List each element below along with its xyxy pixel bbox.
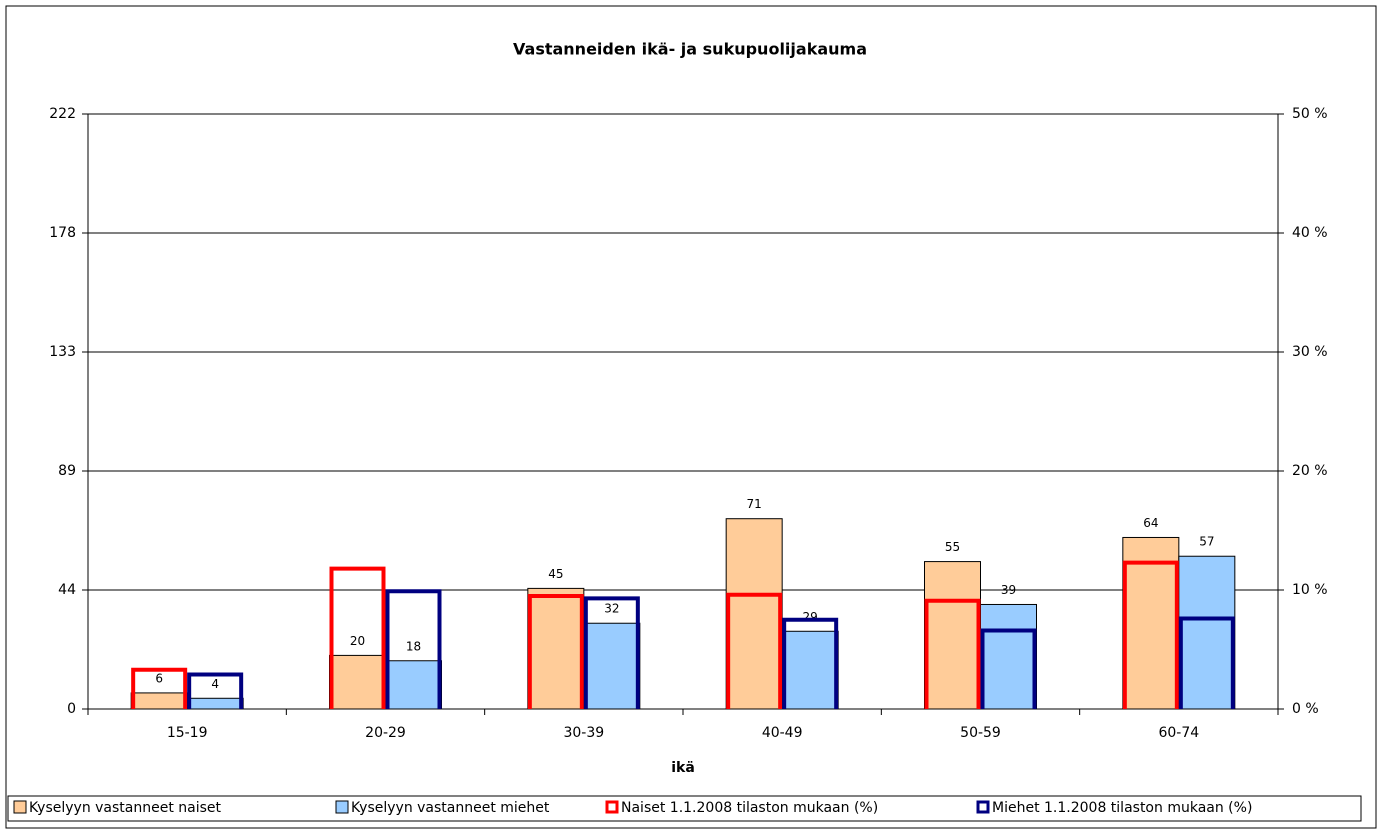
y-tick-label: 222 xyxy=(49,106,76,122)
bar xyxy=(583,622,641,710)
y-tick-label: 133 xyxy=(49,344,76,360)
data-label: 45 xyxy=(548,567,563,581)
outline-bar xyxy=(924,598,981,709)
outline-bar xyxy=(583,596,640,709)
bar xyxy=(329,654,386,710)
bar xyxy=(186,697,244,710)
legend-swatch xyxy=(605,800,619,814)
y2-tick-label: 10 % xyxy=(1292,582,1328,598)
legend-label: Naiset 1.1.2008 tilaston mukaan (%) xyxy=(621,800,878,816)
outline-bar xyxy=(1178,616,1235,709)
legend-label: Miehet 1.1.2008 tilaston mukaan (%) xyxy=(992,800,1252,816)
data-label: 4 xyxy=(211,677,219,691)
y2-tick-label: 50 % xyxy=(1292,106,1328,122)
x-tick-label: 50-59 xyxy=(960,725,1001,741)
data-label: 64 xyxy=(1143,516,1158,530)
x-tick-label: 15-19 xyxy=(167,725,208,741)
x-tick-label: 30-39 xyxy=(563,725,604,741)
outline-bar xyxy=(385,589,442,709)
outline-bar xyxy=(980,628,1037,709)
outline-bar xyxy=(726,592,783,709)
y2-tick-label: 30 % xyxy=(1292,344,1328,360)
bar xyxy=(725,518,783,710)
y-tick-label: 0 xyxy=(67,701,76,717)
y-tick-label: 89 xyxy=(58,463,76,479)
bar xyxy=(980,603,1037,710)
legend-box xyxy=(7,795,1362,822)
x-tick-label: 20-29 xyxy=(365,725,406,741)
y-tick-label: 44 xyxy=(58,582,76,598)
bar xyxy=(527,587,585,710)
bar xyxy=(781,630,839,710)
x-axis-label: ikä xyxy=(671,760,695,776)
bar xyxy=(924,561,981,710)
legend-label: Kyselyyn vastanneet naiset xyxy=(29,800,222,816)
outline-bar xyxy=(187,672,244,709)
outline-bar xyxy=(131,667,188,709)
data-label: 55 xyxy=(945,540,960,554)
y2-tick-label: 40 % xyxy=(1292,225,1328,241)
data-label: 32 xyxy=(604,602,619,616)
bar xyxy=(130,692,188,710)
y2-tick-label: 20 % xyxy=(1292,463,1328,479)
legend-swatch xyxy=(976,800,990,814)
bar xyxy=(385,660,442,710)
x-tick-label: 40-49 xyxy=(762,725,803,741)
data-label: 57 xyxy=(1199,535,1214,549)
bar xyxy=(1178,555,1236,710)
y-tick-label: 178 xyxy=(49,225,76,241)
data-label: 39 xyxy=(1001,583,1016,597)
legend-swatch xyxy=(335,800,349,814)
outline-bar xyxy=(329,566,386,709)
legend-swatch xyxy=(13,800,27,814)
data-label: 20 xyxy=(350,634,365,648)
y2-tick-label: 0 % xyxy=(1292,701,1319,717)
chart-title: Vastanneiden ikä- ja sukupuolijakauma xyxy=(513,40,867,59)
legend-label: Kyselyyn vastanneet miehet xyxy=(351,800,550,816)
data-label: 6 xyxy=(155,671,163,685)
outline-bar xyxy=(527,593,584,709)
data-label: 18 xyxy=(406,639,421,653)
x-tick-label: 60-74 xyxy=(1158,725,1199,741)
outline-bar xyxy=(1122,560,1179,709)
outline-bar xyxy=(782,617,839,709)
data-label: 71 xyxy=(747,497,762,511)
